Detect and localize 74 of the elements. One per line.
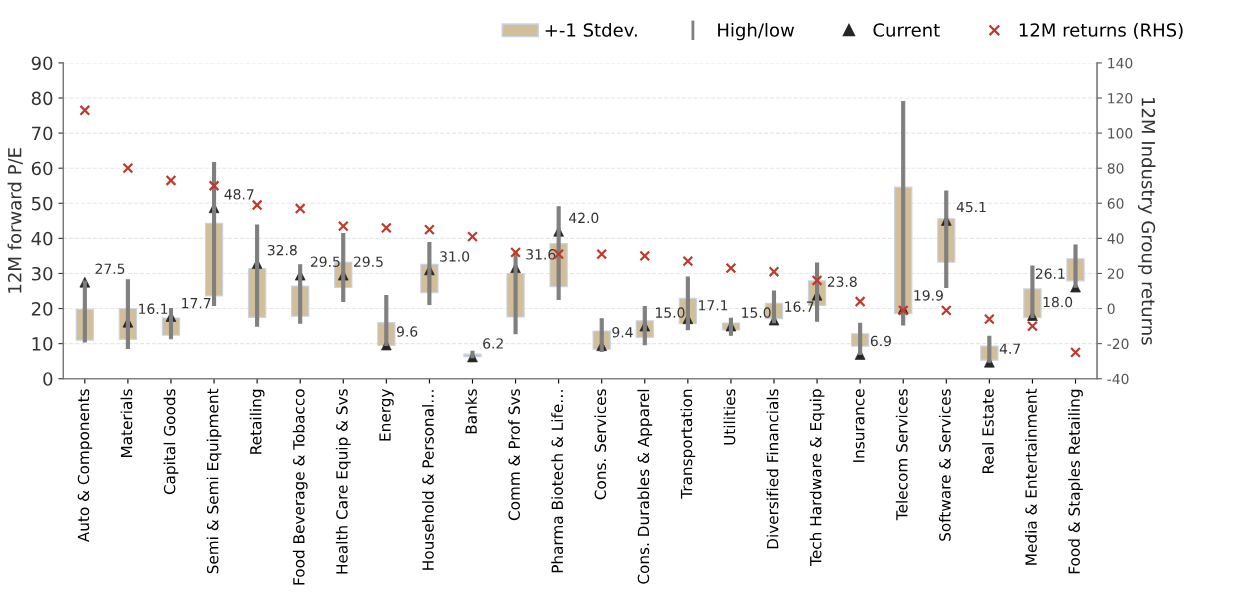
data-label: 19.9	[914, 290, 943, 301]
data-label: 9.4	[612, 326, 633, 338]
data-label: 16.7	[785, 301, 814, 312]
data-label: 27.5	[95, 263, 125, 274]
data-label: 26.1	[1035, 268, 1065, 279]
data-label: 18.0	[1043, 296, 1073, 308]
y-tick-label: 10	[32, 337, 53, 351]
y-tick-label: 50	[31, 196, 53, 211]
y-tick-label: 40	[31, 231, 53, 246]
data-label: 48.7	[224, 189, 254, 200]
data-label: 32.8	[267, 244, 297, 256]
x-tick-label: Diversified Financials	[766, 389, 779, 549]
x-tick-label: Media & Entertainment	[1025, 388, 1037, 565]
x-tick-label: Retailing	[249, 389, 265, 454]
data-label: 31.0	[440, 251, 470, 262]
data-label: 4.7	[999, 343, 1020, 354]
x-tick-label: Comm & Prof Svs	[508, 389, 520, 521]
x-tick-label: Tech Hardware & Equip	[809, 389, 825, 566]
data-label: 42.0	[569, 212, 599, 224]
data-label: 15.0	[742, 307, 771, 318]
y2-tick-label: 100	[1108, 128, 1133, 139]
x-tick-label: Auto & Components	[77, 389, 93, 543]
x-tick-label: Household & Personal…	[422, 390, 434, 570]
x-tick-label: Energy	[379, 388, 394, 441]
legend-label: High/low	[718, 22, 795, 41]
x-tick-label: Utilities	[723, 389, 736, 445]
y2-tick-label: -20	[1107, 338, 1129, 350]
y-tick-label: 80	[31, 91, 53, 106]
y-tick-label: 0	[43, 372, 53, 386]
data-label: 29.5	[310, 256, 340, 267]
x-tick-label: Cons. Services	[594, 389, 607, 500]
x-tick-label: Health Care Equip & Svs	[335, 389, 351, 574]
legend-label: +-1 Stdev.	[545, 22, 637, 37]
y2-tick-label: 120	[1108, 92, 1133, 104]
y-tick-label: 70	[32, 126, 53, 141]
x-tick-label: Food Beverage & Tobacco	[292, 389, 308, 585]
x-tick-label: Software & Services	[938, 389, 951, 541]
x-tick-label: Telecom Services	[895, 389, 908, 521]
y2-tick-label: 20	[1107, 268, 1124, 279]
x-tick-label: Cons. Durables & Apparel	[637, 389, 653, 584]
x-tick-label: Real Estate	[981, 389, 994, 474]
y2-tick-label: -40	[1107, 373, 1129, 385]
data-label: 29.5	[354, 256, 383, 267]
y2-tick-label: 60	[1107, 198, 1124, 209]
data-label: 31.6	[526, 249, 556, 260]
x-tick-label: Insurance	[853, 389, 865, 462]
data-label: 23.8	[827, 276, 857, 287]
y-tick-label: 90	[31, 56, 53, 71]
x-tick-label: Banks	[465, 389, 477, 434]
legend-label: Current	[873, 23, 940, 37]
data-label: 17.1	[699, 300, 728, 311]
y2-tick-label: 40	[1107, 233, 1124, 244]
y-tick-label: 60	[31, 161, 53, 176]
legend-label: 12M returns (RHS)	[1019, 22, 1183, 39]
data-label: 6.2	[483, 338, 503, 349]
y-tick-label: 20	[31, 302, 53, 316]
x-tick-label: Pharma Biotech & Life…	[551, 390, 564, 573]
y2-tick-label: 0	[1107, 303, 1115, 315]
data-label: 15.0	[656, 307, 685, 318]
data-label: 9.6	[396, 326, 418, 337]
y2-axis-title: 12M Industry Group returns	[1138, 98, 1156, 345]
y-axis-title: 12M forward P/E	[7, 148, 23, 293]
y-tick-label: 30	[31, 266, 53, 281]
x-tick-label: Semi & Semi Equipment	[206, 388, 222, 574]
data-label: 45.1	[956, 201, 986, 213]
x-tick-label: Materials	[120, 389, 133, 457]
x-tick-label: Food & Staples Retailing	[1068, 389, 1083, 574]
y2-tick-label: 80	[1107, 163, 1124, 174]
y2-tick-label: 140	[1108, 57, 1133, 69]
data-label: 6.9	[870, 335, 891, 347]
x-tick-label: Capital Goods	[163, 389, 179, 495]
data-label: 17.7	[182, 298, 211, 309]
data-label: 16.1	[139, 303, 168, 314]
x-tick-label: Transportation	[680, 389, 696, 499]
